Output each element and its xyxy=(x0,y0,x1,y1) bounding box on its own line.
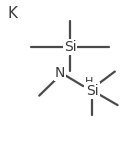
Text: K: K xyxy=(8,6,18,21)
Text: N: N xyxy=(55,66,65,80)
Text: Si: Si xyxy=(64,40,76,54)
Text: H: H xyxy=(85,78,93,87)
Text: Si: Si xyxy=(86,84,99,98)
